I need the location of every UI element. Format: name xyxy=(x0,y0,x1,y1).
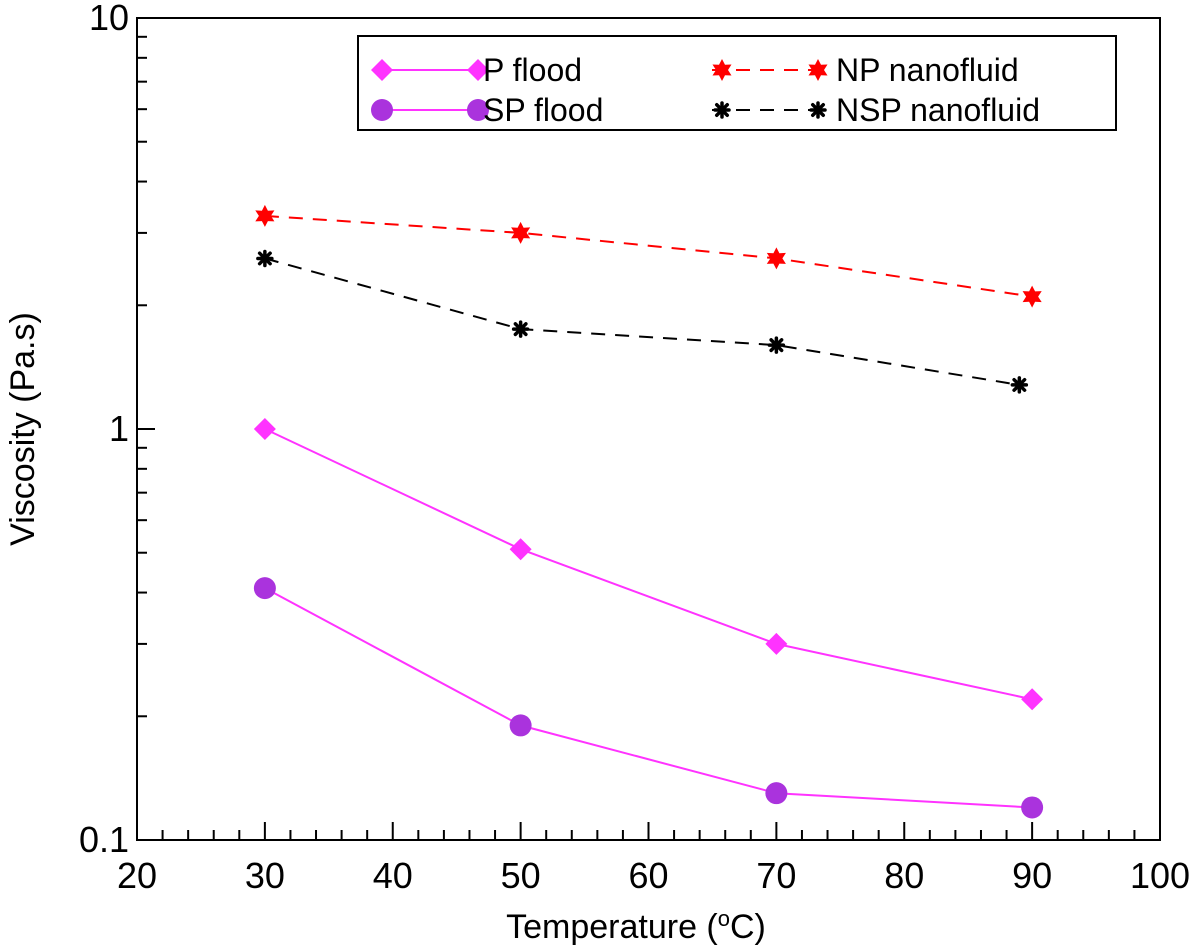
series-line-np-nanofluid xyxy=(264,214,1033,298)
data-point-p-flood xyxy=(253,418,276,440)
data-point-np-nanofluid xyxy=(255,204,275,227)
x-tick-label: 20 xyxy=(117,855,157,896)
series-sp-flood xyxy=(253,577,1044,819)
data-point-sp-flood xyxy=(1021,796,1044,819)
data-point-nsp-nanofluid xyxy=(511,320,530,338)
legend-marker xyxy=(371,99,393,121)
series-line-sp-flood xyxy=(264,587,1033,809)
asterisk-stroke xyxy=(715,103,729,117)
legend-marker xyxy=(467,59,489,81)
data-point-p-flood xyxy=(1021,688,1044,711)
series-layer xyxy=(253,204,1044,819)
x-axis-ticks: 20 30 40 50 60 70 80 90 100 xyxy=(117,822,1190,896)
x-axis-title-main: Temperature ( xyxy=(506,908,718,946)
legend-marker xyxy=(712,59,732,81)
x-tick-label: 40 xyxy=(373,855,413,896)
x-tick-label: 80 xyxy=(884,855,924,896)
x-tick-label: 50 xyxy=(501,855,541,896)
asterisk-stroke xyxy=(1012,377,1027,392)
data-point-nsp-nanofluid xyxy=(767,336,786,354)
legend-entry-p-flood: P flood xyxy=(371,52,582,88)
data-point-p-flood xyxy=(765,632,788,655)
x-tick-label: 70 xyxy=(756,855,796,896)
legend: P flood SP flood NP nanofluid NSP nanofluid xyxy=(357,35,1117,131)
y-tick-label: 1 xyxy=(109,408,129,449)
y-axis-title: Viscosity (Pa.s) xyxy=(4,312,42,546)
legend-label: NP nanofluid xyxy=(836,52,1019,88)
data-point-p-flood xyxy=(509,538,532,561)
y-tick-label: 0.1 xyxy=(79,819,129,860)
data-point-np-nanofluid xyxy=(766,247,786,270)
asterisk-stroke xyxy=(811,103,825,117)
legend-marker xyxy=(371,59,393,81)
series-line-nsp-nanofluid xyxy=(264,257,1020,386)
legend-marker xyxy=(808,59,828,81)
data-point-sp-flood xyxy=(253,577,276,600)
legend-label: P flood xyxy=(483,52,582,88)
y-tick-label: 10 xyxy=(89,0,129,38)
legend-label: SP flood xyxy=(483,92,603,128)
y-axis-ticks: 0.1 1 10 xyxy=(79,0,155,860)
data-point-nsp-nanofluid xyxy=(256,249,274,268)
legend-marker xyxy=(467,99,489,121)
series-p-flood xyxy=(253,418,1044,711)
x-tick-label: 90 xyxy=(1012,855,1052,896)
x-axis-title: Temperature (oC) xyxy=(506,906,766,947)
asterisk-stroke xyxy=(513,322,528,337)
x-axis-title-degree: o xyxy=(718,906,730,931)
series-nsp-nanofluid xyxy=(256,249,1029,394)
data-point-sp-flood xyxy=(765,782,788,805)
series-np-nanofluid xyxy=(255,204,1042,308)
x-tick-label: 60 xyxy=(628,855,668,896)
asterisk-stroke xyxy=(257,251,272,266)
legend-marker xyxy=(713,101,731,119)
legend-entry-sp-flood: SP flood xyxy=(371,92,603,128)
data-point-np-nanofluid xyxy=(1022,285,1042,308)
legend-entry-np-nanofluid: NP nanofluid xyxy=(712,52,1019,88)
legend-marker xyxy=(809,101,827,119)
plot-frame xyxy=(136,17,1161,841)
data-point-nsp-nanofluid xyxy=(1010,376,1029,394)
x-axis-title-unit: C) xyxy=(730,908,766,946)
data-point-sp-flood xyxy=(509,714,532,737)
series-line-p-flood xyxy=(264,428,1033,701)
asterisk-stroke xyxy=(769,338,784,353)
legend-label: NSP nanofluid xyxy=(836,92,1040,128)
data-point-np-nanofluid xyxy=(511,221,531,244)
x-tick-label: 100 xyxy=(1130,855,1190,896)
legend-entry-nsp-nanofluid: NSP nanofluid xyxy=(712,92,1040,128)
x-tick-label: 30 xyxy=(245,855,285,896)
